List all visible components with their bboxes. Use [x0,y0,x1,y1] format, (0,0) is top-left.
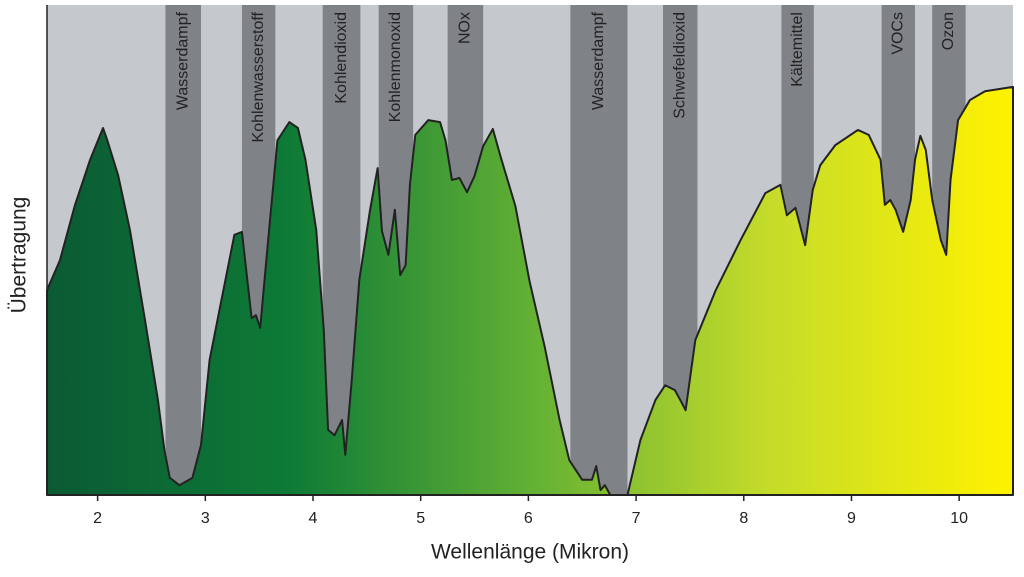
x-tick-label: 6 [524,510,533,527]
x-tick-label: 2 [93,510,102,527]
band-label: Kohlenwasserstoff [250,11,267,142]
band-label: Kohlenmonoxid [387,12,404,122]
y-axis-label: Übertragung [8,197,31,314]
transmission-area [46,85,1014,496]
x-tick-label: 8 [739,510,748,527]
x-tick-label: 5 [416,510,425,527]
band-label: NOx [457,12,474,44]
band-label: Schwefeldioxid [671,12,688,119]
x-tick-label: 4 [309,510,318,527]
x-tick-label: 3 [201,510,210,527]
absorption-band [165,5,201,495]
x-tick-label: 7 [632,510,641,527]
x-tick-label: 9 [847,510,856,527]
absorption-band [570,5,628,495]
x-tick-label: 10 [950,510,968,527]
band-label: Kohlendioxid [333,12,350,104]
band-label: Kältemittel [789,12,806,87]
band-label: Ozon [940,12,957,50]
band-label: Wasserdampf [590,11,607,110]
band-label: VOCs [890,12,907,55]
band-label: Wasserdampf [174,11,191,110]
x-axis-label: Wellenlänge (Mikron) [431,541,629,564]
